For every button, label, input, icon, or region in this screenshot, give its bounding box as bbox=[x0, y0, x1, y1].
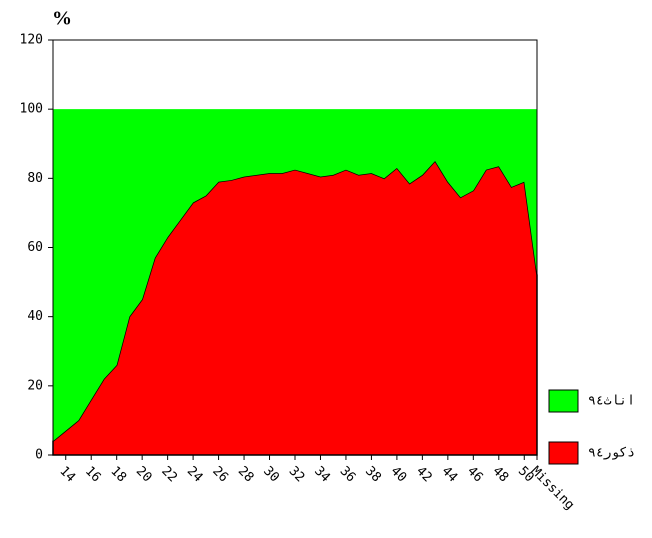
chart-title: % bbox=[52, 8, 72, 30]
x-tick-label: 22 bbox=[158, 464, 180, 486]
x-tick-label: 26 bbox=[209, 464, 231, 486]
x-tick-label: 32 bbox=[286, 464, 308, 486]
x-tick-label: 40 bbox=[388, 464, 410, 486]
x-tick-label: 48 bbox=[489, 464, 511, 486]
x-tick-label: 34 bbox=[311, 464, 333, 486]
legend-swatch bbox=[548, 389, 579, 413]
x-tick-label: 24 bbox=[184, 464, 206, 486]
y-tick-label: 120 bbox=[20, 33, 43, 48]
x-tick-label: 44 bbox=[439, 464, 461, 486]
x-tick-label: Missing bbox=[528, 464, 577, 513]
legend-swatch bbox=[548, 441, 579, 465]
x-tick-label: 14 bbox=[56, 464, 78, 486]
legend-label: اناث٩٤ bbox=[588, 394, 635, 409]
area bbox=[53, 109, 537, 442]
x-tick-label: 30 bbox=[260, 464, 282, 486]
y-tick-label: 100 bbox=[20, 102, 43, 117]
legend-label: ذكور٩٤ bbox=[588, 446, 635, 461]
y-tick-label: 20 bbox=[27, 378, 43, 393]
y-tick-label: 60 bbox=[27, 240, 43, 255]
x-tick-label: 42 bbox=[413, 464, 435, 486]
y-tick-label: 80 bbox=[27, 171, 43, 186]
x-tick-label: 16 bbox=[82, 464, 104, 486]
y-tick-label: 0 bbox=[35, 448, 43, 463]
x-tick-label: 20 bbox=[133, 464, 155, 486]
x-tick-label: 36 bbox=[337, 464, 359, 486]
x-tick-label: 28 bbox=[235, 464, 257, 486]
x-tick-label: 46 bbox=[464, 464, 486, 486]
y-tick-label: 40 bbox=[27, 309, 43, 324]
x-tick-label: 38 bbox=[362, 464, 384, 486]
x-tick-label: 18 bbox=[107, 464, 129, 486]
